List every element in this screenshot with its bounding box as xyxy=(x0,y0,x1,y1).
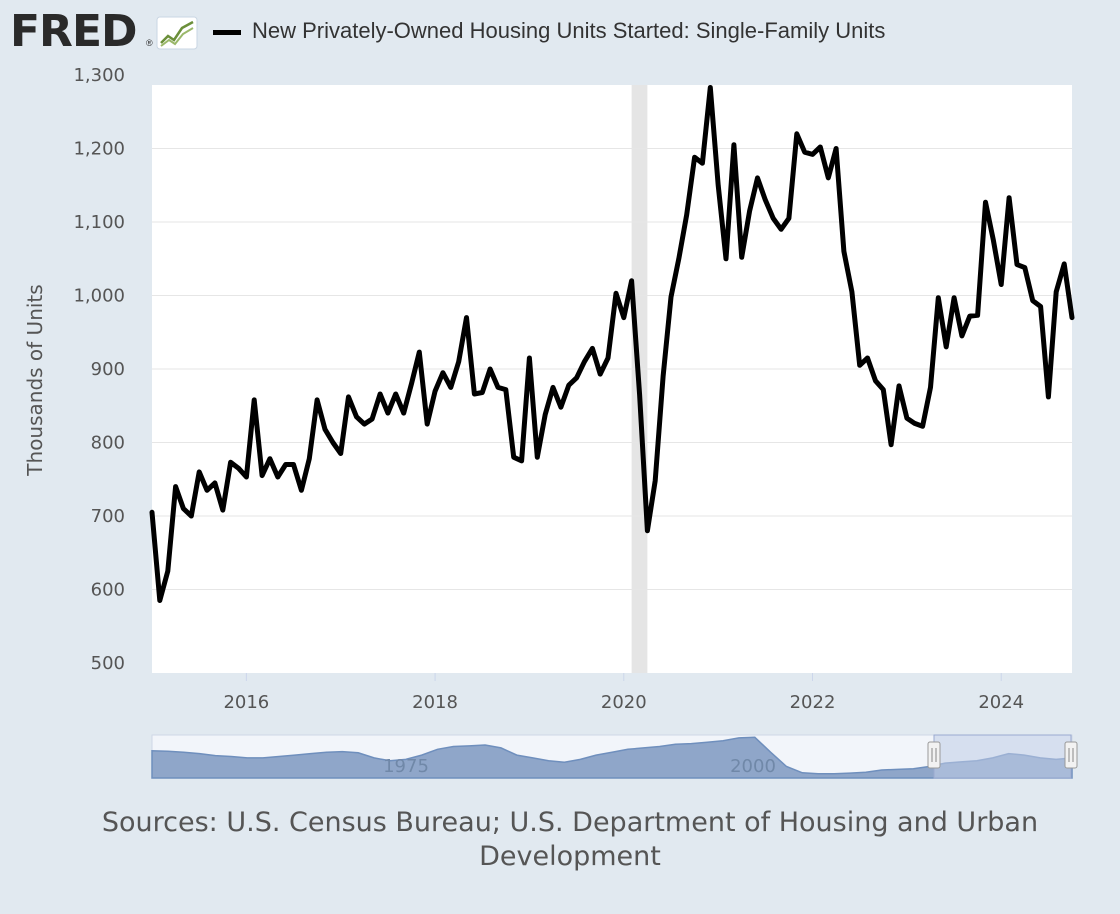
chart-header: FRED ® New Privately-Owned Housing Units… xyxy=(0,0,1120,70)
y-tick-label: 500 xyxy=(91,653,125,674)
registered-mark: ® xyxy=(146,38,153,48)
x-tick-label: 2022 xyxy=(790,692,836,713)
sources-note: Sources: U.S. Census Bureau; U.S. Depart… xyxy=(60,806,1080,874)
navigator-left-handle[interactable] xyxy=(927,741,941,769)
legend-label[interactable]: New Privately-Owned Housing Units Starte… xyxy=(252,18,886,43)
legend-swatch xyxy=(213,30,241,35)
x-tick-label: 2018 xyxy=(412,692,458,713)
y-tick-label: 1,100 xyxy=(73,212,125,233)
sources-line-1: Sources: U.S. Census Bureau; U.S. Depart… xyxy=(101,807,1039,838)
y-tick-label: 600 xyxy=(91,580,125,601)
sources-line-2: Development xyxy=(479,841,661,872)
x-tick-label: 2016 xyxy=(223,692,269,713)
fred-logo[interactable]: FRED xyxy=(10,6,138,57)
navigator-year-label: 2000 xyxy=(730,756,776,777)
chart: 500 600 700 800 900 1,000 1,100 1,200 1,300 2016… xyxy=(23,65,1078,779)
y-tick-label: 900 xyxy=(91,359,125,380)
navigator-selection[interactable] xyxy=(933,734,1072,779)
y-axis-label: Thousands of Units xyxy=(23,284,47,476)
y-tick-label: 800 xyxy=(91,433,125,454)
x-tick-label: 2020 xyxy=(601,692,647,713)
navigator-year-label: 1975 xyxy=(383,756,429,777)
x-tick-label: 2024 xyxy=(978,692,1024,713)
y-tick-label: 1,200 xyxy=(73,139,125,160)
y-tick-label: 700 xyxy=(91,506,125,527)
series-line[interactable] xyxy=(149,85,1075,603)
plot-area xyxy=(152,85,1072,673)
navigator-right-handle[interactable] xyxy=(1064,741,1078,769)
line-graph-icon xyxy=(156,16,198,50)
y-tick-label: 1,000 xyxy=(73,286,125,307)
y-tick-label: 1,300 xyxy=(73,65,125,86)
